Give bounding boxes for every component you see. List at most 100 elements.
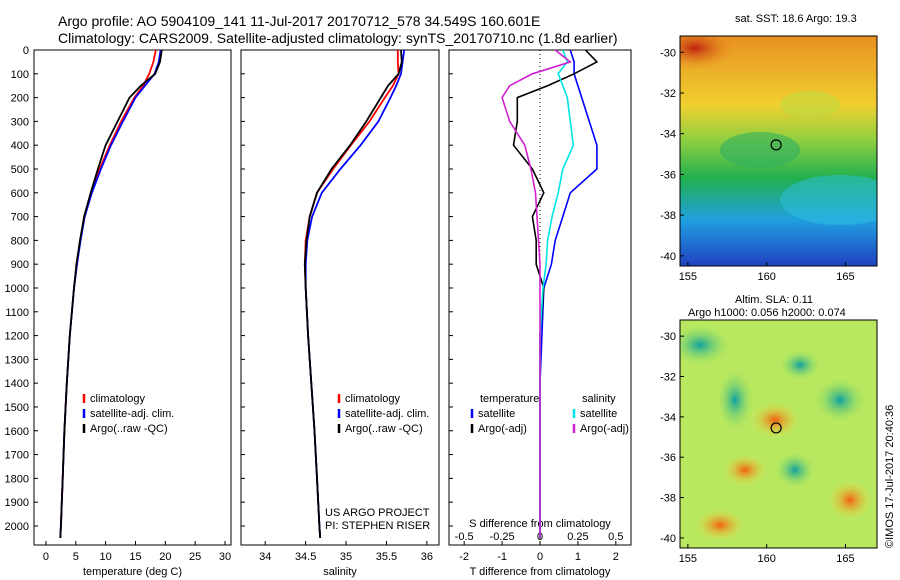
legend-header-temperature: temperature [480, 393, 539, 405]
series-line-argo-adj- [512, 49, 599, 538]
series-line-argo-raw-qc- [59, 49, 163, 538]
legend-label: Argo(..raw -QC) [345, 423, 423, 435]
series-line-satellite-adj-clim- [59, 49, 162, 538]
depth-tick-label: 500 [11, 164, 29, 176]
map-y-tick-label: -38 [660, 210, 676, 222]
map-x-tick-label: 160 [758, 271, 776, 283]
legend-label: Argo(-adj) [580, 423, 629, 435]
depth-tick-label: 600 [11, 188, 29, 200]
series-line-satellite [539, 49, 598, 538]
map-y-tick-label: -34 [660, 129, 676, 141]
x-tick-label: 5 [73, 551, 79, 563]
depth-tick-label: 1000 [5, 283, 29, 295]
x-tick-label: 36 [421, 551, 433, 563]
series-line-argo-adj- [501, 49, 572, 538]
title-line-2: Climatology: CARS2009. Satellite-adjuste… [58, 30, 618, 46]
x-top-tick-label: 0.5 [608, 531, 623, 543]
series-line-climatology [303, 50, 400, 538]
side-label: ©IMOS 17-Jul-2017 20:40:36 [884, 405, 896, 548]
depth-tick-label: 1100 [5, 307, 29, 319]
sst-map-frame [679, 35, 878, 267]
x-tick-label: 2 [613, 551, 619, 563]
sla-map-frame [679, 319, 878, 549]
depth-tick-label: 1900 [5, 497, 29, 509]
x-axis-label: temperature (deg C) [83, 566, 182, 578]
x-top-tick-label: 0.25 [567, 531, 588, 543]
map-y-tick-label: -30 [660, 47, 676, 59]
depth-tick-label: 2000 [5, 521, 29, 533]
x-axis-label: T difference from climatology [470, 566, 611, 578]
title-line-1: Argo profile: AO 5904109_141 11-Jul-2017… [58, 13, 541, 29]
depth-tick-label: 1500 [5, 402, 29, 414]
x-tick-label: 15 [129, 551, 141, 563]
x-tick-label: 20 [159, 551, 171, 563]
x-tick-label: 0 [43, 551, 49, 563]
depth-tick-label: 1600 [5, 426, 29, 438]
map-x-tick-label: 160 [758, 553, 776, 565]
x-tick-label: 30 [219, 551, 231, 563]
legend-label: satellite-adj. clim. [90, 408, 174, 420]
sal-panel-frame [240, 49, 440, 546]
x-top-tick-label: -0.25 [490, 531, 515, 543]
x-top-tick-label: -0.5 [455, 531, 474, 543]
x-tick-label: 35.5 [376, 551, 397, 563]
depth-tick-label: 400 [11, 140, 29, 152]
pi-annotation: PI: STEPHEN RISER [325, 520, 430, 532]
map-x-tick-label: 155 [679, 271, 697, 283]
depth-tick-label: 1700 [5, 450, 29, 462]
legend-label: climatology [90, 393, 146, 405]
map-y-tick-label: -32 [660, 371, 676, 383]
x-tick-label: 34.5 [295, 551, 316, 563]
map-y-tick-label: -30 [660, 331, 676, 343]
map-x-tick-label: 165 [836, 553, 854, 565]
x-tick-label: 0 [537, 551, 543, 563]
x-tick-label: -2 [459, 551, 469, 563]
legend-label: satellite [478, 408, 515, 420]
x-tick-label: 10 [100, 551, 112, 563]
series-line-climatology [59, 49, 157, 538]
depth-tick-label: 900 [11, 259, 29, 271]
series-line-satellite [539, 49, 575, 538]
project-annotation: US ARGO PROJECT [325, 507, 430, 519]
map-y-tick-label: -34 [660, 412, 676, 424]
x-axis-label: salinity [323, 566, 357, 578]
map-y-tick-label: -40 [660, 251, 676, 263]
x-tick-label: 1 [575, 551, 581, 563]
map-x-tick-label: 155 [679, 553, 697, 565]
x-tick-label: 25 [189, 551, 201, 563]
depth-tick-label: 700 [11, 212, 29, 224]
map-y-tick-label: -32 [660, 88, 676, 100]
argo-position-marker [770, 139, 782, 151]
map-y-tick-label: -40 [660, 533, 676, 545]
temp-panel-frame [33, 49, 232, 546]
x-tick-label: 35 [340, 551, 352, 563]
depth-tick-label: 0 [23, 45, 29, 57]
map-x-tick-label: 165 [836, 271, 854, 283]
depth-tick-label: 1200 [5, 331, 29, 343]
depth-tick-label: 200 [11, 93, 29, 105]
sla-map-title-1: Altim. SLA: 0.11 [735, 294, 813, 306]
depth-tick-label: 800 [11, 235, 29, 247]
sst-map-title: sat. SST: 18.6 Argo: 19.3 [735, 13, 857, 25]
map-y-tick-label: -36 [660, 452, 676, 464]
map-y-tick-label: -36 [660, 169, 676, 181]
argo-position-marker [770, 422, 782, 434]
depth-tick-label: 1300 [5, 354, 29, 366]
sla-map-title-2: Argo h1000: 0.056 h2000: 0.074 [688, 307, 846, 319]
series-line-satellite-adj-clim- [304, 49, 406, 538]
x-tick-label: 34 [259, 551, 271, 563]
sla-map [680, 320, 877, 548]
series-line-argo-raw-qc- [303, 49, 403, 538]
depth-tick-label: 300 [11, 116, 29, 128]
legend-header-salinity: salinity [582, 393, 616, 405]
depth-tick-label: 1800 [5, 473, 29, 485]
sst-map [680, 36, 877, 266]
legend-label: climatology [345, 393, 401, 405]
legend-label: satellite [580, 408, 617, 420]
map-y-tick-label: -38 [660, 493, 676, 505]
legend-label: Argo(..raw -QC) [90, 423, 168, 435]
depth-tick-label: 100 [11, 69, 29, 81]
depth-tick-label: 1400 [5, 378, 29, 390]
x-tick-label: -1 [497, 551, 507, 563]
